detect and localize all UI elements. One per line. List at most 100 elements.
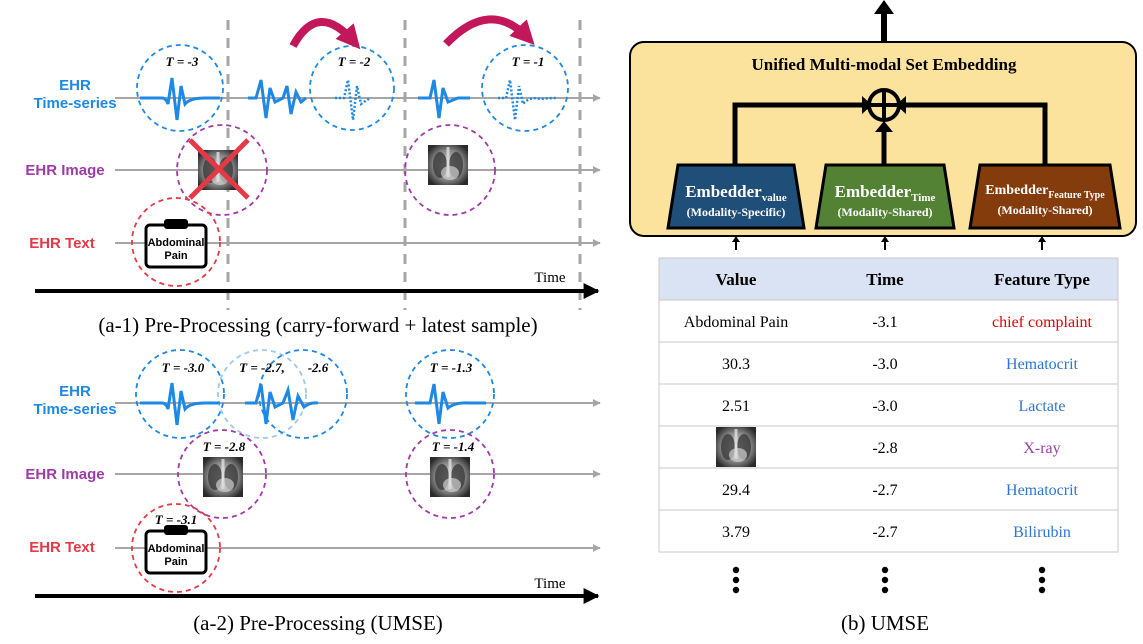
t-label: T = -2.8 — [203, 439, 246, 454]
table-header-row — [658, 257, 1119, 301]
cell-time: -3.0 — [872, 398, 897, 415]
chest-xray-icon — [716, 427, 756, 467]
row-label-image: EHR Image — [25, 162, 104, 179]
embedder-value-label: Embeddervalue — [685, 182, 787, 204]
ecg-waveform-icon — [418, 79, 470, 119]
t-label: T = -2.7, — [239, 360, 285, 375]
cross-out-icon — [188, 138, 250, 200]
caption-a1: (a-1) Pre-Processing (carry-forward + la… — [98, 313, 537, 337]
time-axis-label: Time — [534, 576, 565, 592]
embedder-feature-note: (Modality-Shared) — [997, 203, 1092, 217]
curved-arrow-icon — [289, 18, 361, 50]
cell-time: -3.1 — [872, 314, 897, 331]
t-label: T = -3 — [166, 54, 199, 69]
sample-circle — [135, 349, 225, 439]
ecg-waveform-icon — [245, 383, 319, 425]
embedder-time-note: (Modality-Shared) — [837, 205, 932, 219]
ecg-waveform-icon — [335, 79, 371, 121]
cell-feature-type: Lactate — [1018, 398, 1065, 415]
header-value: Value — [716, 270, 757, 289]
sample-circle — [481, 44, 569, 132]
cell-time: -2.7 — [872, 524, 897, 541]
ecg-waveform-icon — [140, 382, 220, 426]
header-time: Time — [866, 270, 904, 289]
table-row-bg — [658, 383, 1119, 427]
embedder-time-block — [814, 163, 956, 230]
table-row-bg — [658, 299, 1119, 343]
panel-a1: EHR Time-series EHR Image EHR Text T = -… — [25, 15, 601, 337]
table-row: 3.79 -2.7 Bilirubin — [658, 509, 1119, 553]
panel-b: Unified Multi-modal Set Embedding Embedd… — [629, 0, 1137, 635]
umse-title: Unified Multi-modal Set Embedding — [752, 55, 1017, 74]
chest-xray-icon — [203, 457, 243, 497]
sample-circle — [309, 45, 395, 131]
ecg-waveform-icon — [415, 383, 486, 425]
sample-circle — [405, 429, 495, 519]
curved-arrow-icon — [443, 15, 535, 47]
clipboard-line1: Abdominal — [148, 237, 205, 249]
clipboard-line2: Pain — [164, 250, 188, 262]
connector-line — [906, 102, 1048, 165]
up-arrow-icon — [732, 236, 740, 242]
sample-circle — [136, 44, 224, 132]
chest-xray-icon — [430, 457, 470, 497]
row-label-timeseries-2: Time-series — [33, 95, 116, 112]
sample-circle — [404, 124, 496, 216]
vertical-ellipsis-icon — [881, 566, 889, 594]
row-label-text: EHR Text — [29, 235, 95, 252]
cell-feature-type: Hematocrit — [1006, 356, 1079, 373]
table-row-bg — [658, 509, 1119, 553]
table-row: Abdominal Pain -3.1 chief complaint — [658, 299, 1119, 343]
embedder-feature-label: EmbedderFeature Type — [985, 183, 1105, 201]
up-arrow-icon — [1038, 236, 1046, 242]
arrowhead — [862, 96, 872, 114]
sample-circle — [177, 429, 267, 519]
cell-feature-type: Bilirubin — [1013, 524, 1071, 541]
t-label: T = -1.4 — [432, 439, 475, 454]
cell-time: -3.0 — [872, 356, 897, 373]
ecg-waveform-icon — [498, 79, 557, 121]
sample-circle — [131, 197, 221, 287]
cell-feature-type: Hematocrit — [1006, 482, 1079, 499]
table-row: -2.8 X-ray — [658, 425, 1119, 469]
t-label: -2.6 — [308, 360, 329, 375]
embedder-time-label: EmbedderTime — [835, 182, 936, 204]
table-row-bg — [658, 467, 1119, 511]
cell-value: 2.51 — [722, 398, 750, 415]
t-label: T = -1.3 — [430, 360, 473, 375]
cell-value: Abdominal Pain — [684, 314, 788, 331]
row-label-timeseries-1: EHR — [59, 77, 91, 94]
table-row-bg — [658, 341, 1119, 385]
embedder-value-note: (Modality-Specific) — [687, 205, 786, 219]
arrowhead — [875, 121, 893, 132]
cell-value: 30.3 — [722, 356, 750, 373]
ecg-waveform-icon — [248, 79, 307, 119]
arrowhead — [896, 96, 906, 114]
t-label: T = -3.1 — [155, 512, 197, 527]
sample-circle — [176, 124, 268, 216]
caption-a2: (a-2) Pre-Processing (UMSE) — [193, 611, 443, 635]
t-label: T = -1 — [512, 54, 545, 69]
vertical-ellipsis-icon — [1038, 566, 1046, 594]
t-label: T = -3.0 — [162, 360, 205, 375]
cell-feature-type: chief complaint — [992, 314, 1093, 331]
chest-xray-icon — [428, 145, 468, 185]
sample-circle — [405, 349, 495, 439]
clipboard-line2: Pain — [164, 556, 188, 568]
cell-value: 3.79 — [722, 524, 750, 541]
sample-circle — [217, 349, 307, 439]
clipboard-line1: Abdominal — [148, 543, 205, 555]
up-arrow-icon — [881, 236, 889, 242]
table-row: 29.4 -2.7 Hematocrit — [658, 467, 1119, 511]
cell-time: -2.8 — [872, 440, 897, 457]
caption-b: (b) UMSE — [841, 611, 929, 635]
cell-feature-type: X-ray — [1023, 440, 1060, 457]
time-axis-label: Time — [534, 270, 565, 286]
vertical-ellipsis-icon — [732, 566, 740, 594]
row-label-timeseries-2: Time-series — [33, 401, 116, 418]
panel-a2: EHR Time-series EHR Image EHR Text T = -… — [25, 349, 601, 635]
row-label-image: EHR Image — [25, 466, 104, 483]
feature-table: Value Time Feature Type Abdominal Pain -3… — [658, 257, 1119, 553]
